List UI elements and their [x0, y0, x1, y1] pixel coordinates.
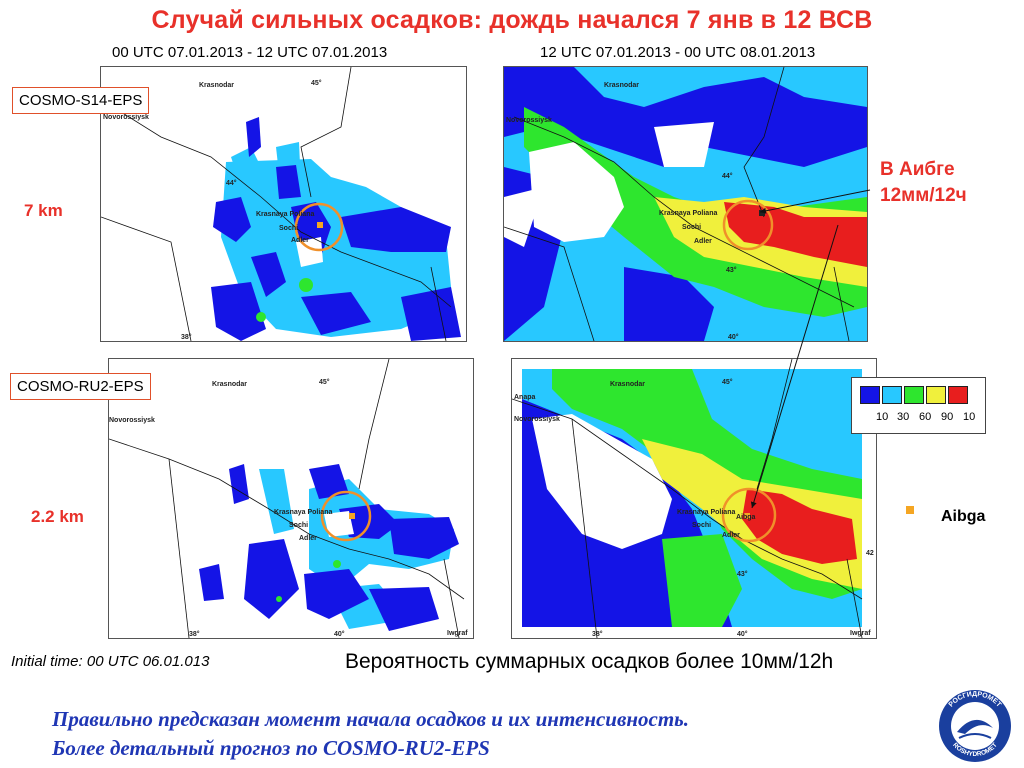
legend-swatch-5	[948, 386, 968, 404]
map-credit-3: Iwgraf	[447, 630, 468, 637]
label-krasnaya-polyana: Krasnaya Poliana	[256, 211, 314, 218]
legend-tick-5: 10	[963, 411, 976, 423]
resolution-2km: 2.2 km	[31, 507, 84, 526]
aibga-highlight-circle-4	[721, 487, 777, 543]
aibga-legend-label: Aibga	[941, 508, 986, 525]
label-krasnodar-3: Krasnodar	[212, 381, 247, 388]
label-novorossiysk-2: Novorossiysk	[506, 117, 552, 124]
label-lon45: 45°	[311, 79, 322, 87]
label-aibga-4: Aibga	[736, 514, 756, 521]
slide-title: Случай сильных осадков: дождь начался 7 …	[151, 6, 873, 34]
roshydromet-logo: РОСГИДРОМЕТ ROSHYDROMET	[939, 690, 1011, 762]
label-lon38-4: 38°	[592, 630, 603, 638]
conclusion-line-2: Более детальный прогноз по COSMO-RU2-EPS	[52, 736, 490, 760]
resolution-7km: 7 km	[24, 201, 63, 220]
label-sochi: Sochi	[279, 225, 298, 232]
label-krasnodar: Krasnodar	[199, 82, 234, 89]
aibga-highlight-circle-3	[320, 490, 372, 542]
label-krasnaya-polyana-3: Krasnaya Poliana	[274, 509, 332, 516]
callout-line-1: В Аибге	[880, 159, 955, 180]
label-lon40-2: 40°	[728, 333, 739, 341]
label-lon45-4: 45°	[722, 378, 733, 386]
initial-time-label: Initial time: 00 UTC 06.01.013	[11, 653, 210, 670]
probability-caption: Вероятность суммарных осадков более 10мм…	[345, 650, 834, 673]
label-krasnodar-4: Krasnodar	[610, 381, 645, 388]
map-panel-s14-late: Krasnodar Novorossiysk Krasnaya Poliana …	[503, 66, 868, 342]
label-lat42-4: 42	[866, 550, 874, 557]
label-lat43-2: 43°	[726, 266, 737, 274]
label-krasnodar-2: Krasnodar	[604, 82, 639, 89]
legend-tick-4: 90	[941, 411, 954, 423]
legend-swatch-4	[926, 386, 946, 404]
model-label-cosmo-s14: COSMO-S14-EPS	[12, 87, 150, 114]
period-label-left: 00 UTC 07.01.2013 - 12 UTC 07.01.2013	[112, 44, 388, 61]
aibga-highlight-circle-2	[722, 199, 774, 251]
legend-tick-1: 10	[876, 411, 889, 423]
map-panel-ru2-late: Krasnodar Anapa Novorossiysk Krasnaya Po…	[511, 358, 877, 639]
label-sochi-4: Sochi	[692, 522, 711, 529]
model-label-cosmo-ru2: COSMO-RU2-EPS	[10, 373, 151, 400]
label-sochi-3: Sochi	[289, 522, 308, 529]
label-krasnaya-polyana-2: Krasnaya Poliana	[659, 210, 717, 217]
label-lat43-4: 43°	[737, 570, 748, 578]
map-panel-ru2-early: Krasnodar Novorossiysk Krasnaya Poliana …	[108, 358, 474, 639]
callout-text: В Аибге 12мм/12ч	[880, 157, 967, 209]
aibga-legend-marker	[906, 506, 914, 514]
legend-swatch-3	[904, 386, 924, 404]
label-novorossiysk-4: Novorossiysk	[514, 416, 560, 423]
legend-swatch-1	[860, 386, 880, 404]
label-lat44: 44°	[226, 179, 237, 187]
label-lat44-2: 44°	[722, 172, 733, 180]
label-lon40-4: 40°	[737, 630, 748, 638]
label-lon45-3: 45°	[319, 378, 330, 386]
label-novorossiysk: Novorossiysk	[103, 114, 149, 121]
label-lon38-3: 38°	[189, 630, 200, 638]
map-credit-4: Iwgraf	[850, 630, 871, 637]
label-anapa-4: Anapa	[514, 394, 536, 401]
label-krasnaya-polyana-4: Krasnaya Poliana	[677, 509, 735, 516]
period-label-right: 12 UTC 07.01.2013 - 00 UTC 08.01.2013	[540, 44, 816, 61]
color-scale-legend: 10 30 60 90 10	[851, 377, 986, 434]
aibga-point-marker	[317, 222, 323, 228]
label-adler-4: Adler	[722, 532, 740, 539]
legend-tick-2: 30	[897, 411, 910, 423]
aibga-point-marker-4	[744, 513, 750, 519]
label-sochi-2: Sochi	[682, 224, 701, 231]
label-adler: Adler	[291, 237, 309, 244]
label-novorossiysk-3: Novorossiysk	[109, 417, 155, 424]
aibga-highlight-circle	[294, 202, 344, 252]
label-lon38: 38°	[181, 333, 192, 341]
aibga-point-marker-3	[349, 513, 355, 519]
map-panel-s14-early: Krasnodar Novorossiysk Krasnaya Poliana …	[100, 66, 467, 342]
callout-line-2: 12мм/12ч	[880, 185, 967, 206]
legend-swatch-2	[882, 386, 902, 404]
label-adler-3: Adler	[299, 535, 317, 542]
label-adler-2: Adler	[694, 238, 712, 245]
label-lon40-3: 40°	[334, 630, 345, 638]
legend-tick-3: 60	[919, 411, 932, 423]
conclusion-line-1: Правильно предсказан момент начала осадк…	[52, 707, 690, 731]
